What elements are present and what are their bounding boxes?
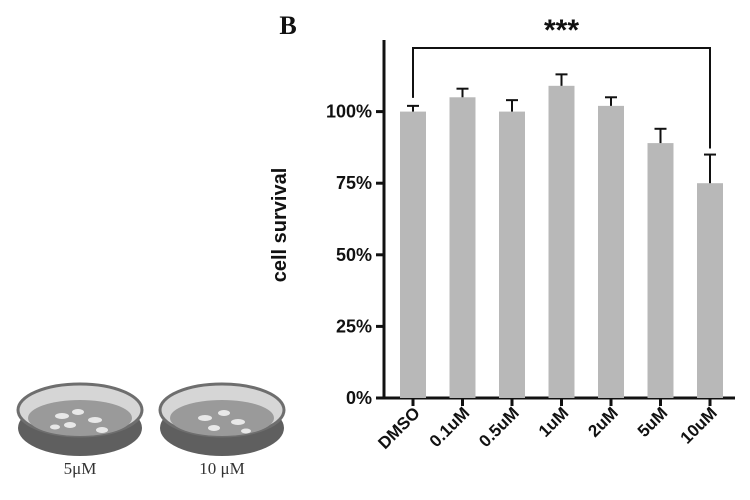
x-category-label: 0.5uM bbox=[475, 403, 523, 451]
error-bars bbox=[407, 73, 716, 184]
panel-a-dishes: 5μM 10 μM bbox=[16, 382, 286, 478]
bracket-line bbox=[412, 47, 711, 149]
y-tick-label: 25% bbox=[336, 316, 372, 336]
bar-2uM bbox=[598, 105, 624, 398]
y-tick-label: 50% bbox=[336, 245, 372, 265]
dish-label-5um: 5μM bbox=[64, 459, 97, 478]
y-tick-label: 75% bbox=[336, 173, 372, 193]
bar-DMSO bbox=[400, 111, 426, 398]
bar-1uM bbox=[548, 85, 575, 398]
y-tick-label: 100% bbox=[326, 102, 372, 122]
y-axis-title: cell survival bbox=[269, 168, 291, 283]
x-category-label: 10uM bbox=[677, 403, 721, 447]
x-category-label: 5uM bbox=[634, 403, 671, 440]
petri-dish-5um bbox=[16, 382, 144, 456]
cell-survival-chart: 0% 25% 50% 75% 100% DMSO 0.1uM 0.5uM 1uM 2uM 5uM 1… bbox=[269, 14, 735, 453]
significance-bracket: *** bbox=[412, 14, 711, 149]
bar-0.1uM bbox=[449, 97, 476, 398]
significance-label: *** bbox=[544, 14, 579, 47]
bar-10uM bbox=[697, 183, 723, 398]
petri-dish-10um bbox=[158, 382, 286, 456]
x-category-label: 1uM bbox=[535, 403, 572, 440]
x-category-label: DMSO bbox=[374, 403, 423, 452]
x-category-label: 2uM bbox=[584, 403, 621, 440]
bar-0.5uM bbox=[499, 111, 525, 398]
y-axis: 0% 25% 50% 75% 100% bbox=[326, 40, 735, 408]
panel-letter: B bbox=[279, 11, 296, 40]
bar-5uM bbox=[647, 143, 674, 398]
bars bbox=[400, 85, 723, 398]
x-category-labels: DMSO 0.1uM 0.5uM 1uM 2uM 5uM 10uM bbox=[374, 403, 720, 452]
x-category-label: 0.1uM bbox=[426, 403, 474, 451]
y-tick-label: 0% bbox=[346, 388, 372, 408]
dish-label-10um: 10 μM bbox=[199, 459, 244, 478]
